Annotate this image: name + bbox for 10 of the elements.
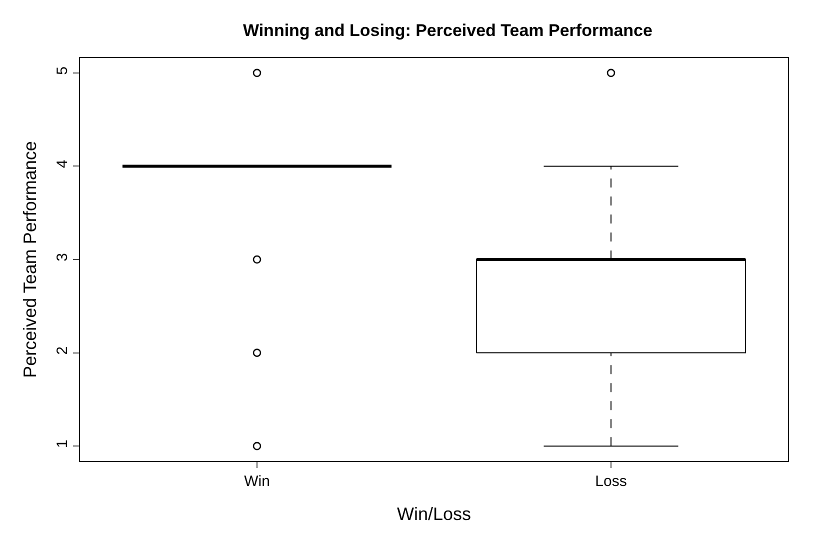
y-tick-label: 5 xyxy=(54,66,71,75)
y-tick-label: 2 xyxy=(54,346,71,355)
x-axis-title: Win/Loss xyxy=(396,504,472,524)
chart-title: Winning and Losing: Perceived Team Performance xyxy=(242,21,652,40)
x-tick-label: Loss xyxy=(595,473,627,490)
y-axis-title: Perceived Team Performance xyxy=(20,141,40,378)
y-tick-label: 3 xyxy=(54,253,71,262)
y-tick-label: 4 xyxy=(54,160,71,168)
x-tick-label: Win xyxy=(244,473,270,490)
y-tick-label: 1 xyxy=(54,440,71,448)
